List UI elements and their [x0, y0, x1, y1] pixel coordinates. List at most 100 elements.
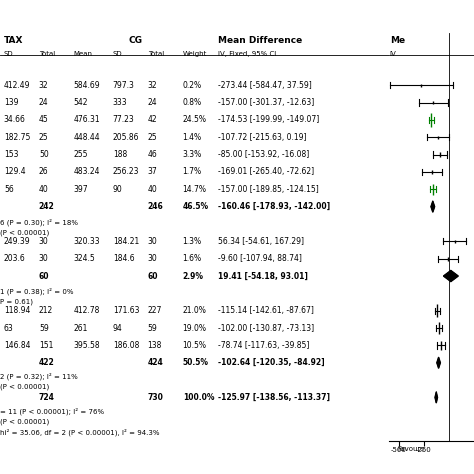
Text: 138: 138 — [148, 341, 162, 350]
Text: 34.66: 34.66 — [4, 115, 26, 124]
Text: TAX: TAX — [4, 36, 23, 45]
Text: 1.7%: 1.7% — [182, 167, 202, 176]
Text: 2.9%: 2.9% — [182, 272, 204, 281]
Text: 25: 25 — [148, 133, 157, 142]
Text: -9.60 [-107.94, 88.74]: -9.60 [-107.94, 88.74] — [218, 254, 301, 263]
Text: 424: 424 — [148, 358, 164, 367]
Text: 205.86: 205.86 — [113, 133, 139, 142]
Polygon shape — [435, 392, 438, 403]
Text: 3.3%: 3.3% — [182, 150, 202, 159]
Text: 397: 397 — [74, 185, 89, 194]
Text: Mean Difference: Mean Difference — [218, 36, 302, 45]
Text: 46: 46 — [148, 150, 157, 159]
Text: -160.46 [-178.93, -142.00]: -160.46 [-178.93, -142.00] — [218, 202, 330, 211]
Text: 0.2%: 0.2% — [182, 81, 202, 90]
Text: 483.24: 483.24 — [74, 167, 100, 176]
Text: 542: 542 — [74, 98, 88, 107]
Text: 182.75: 182.75 — [4, 133, 30, 142]
Text: 59: 59 — [39, 324, 49, 333]
Text: 94: 94 — [113, 324, 122, 333]
Text: 139: 139 — [4, 98, 18, 107]
Text: Total: Total — [148, 51, 164, 56]
Text: 42: 42 — [148, 115, 157, 124]
Text: 24: 24 — [39, 98, 48, 107]
Text: 40: 40 — [39, 185, 49, 194]
Text: hi² = 35.06, df = 2 (P < 0.00001), I² = 94.3%: hi² = 35.06, df = 2 (P < 0.00001), I² = … — [0, 428, 159, 436]
Text: -157.00 [-301.37, -12.63]: -157.00 [-301.37, -12.63] — [218, 98, 314, 107]
Text: 261: 261 — [74, 324, 88, 333]
Text: -273.44 [-584.47, 37.59]: -273.44 [-584.47, 37.59] — [218, 81, 311, 90]
Text: 24.5%: 24.5% — [182, 115, 207, 124]
Text: 46.5%: 46.5% — [182, 202, 209, 211]
Text: 90: 90 — [113, 185, 122, 194]
Text: 584.69: 584.69 — [74, 81, 100, 90]
Text: Me: Me — [390, 36, 405, 45]
Text: 203.6: 203.6 — [4, 254, 26, 263]
Text: 40: 40 — [148, 185, 157, 194]
Polygon shape — [437, 357, 440, 368]
Text: 129.4: 129.4 — [4, 167, 26, 176]
Text: 6 (P = 0.30); I² = 18%: 6 (P = 0.30); I² = 18% — [0, 219, 78, 226]
Text: 153: 153 — [4, 150, 18, 159]
Text: SD: SD — [4, 51, 14, 56]
Text: 118.94: 118.94 — [4, 306, 30, 315]
Text: 32: 32 — [39, 81, 48, 90]
Text: Weight: Weight — [182, 51, 207, 56]
Text: 56.34 [-54.61, 167.29]: 56.34 [-54.61, 167.29] — [218, 237, 304, 246]
Text: 227: 227 — [148, 306, 162, 315]
Text: 37: 37 — [148, 167, 157, 176]
Text: -157.00 [-189.85, -124.15]: -157.00 [-189.85, -124.15] — [218, 185, 319, 194]
Text: = 11 (P < 0.00001); I² = 76%: = 11 (P < 0.00001); I² = 76% — [0, 408, 104, 415]
Text: 256.23: 256.23 — [113, 167, 139, 176]
Text: 1.6%: 1.6% — [182, 254, 202, 263]
Text: 50: 50 — [39, 150, 49, 159]
Text: 21.0%: 21.0% — [182, 306, 207, 315]
Text: 1.3%: 1.3% — [182, 237, 202, 246]
Text: 184.6: 184.6 — [113, 254, 134, 263]
Text: 30: 30 — [148, 237, 157, 246]
Text: 30: 30 — [39, 254, 49, 263]
Text: -107.72 [-215.63, 0.19]: -107.72 [-215.63, 0.19] — [218, 133, 306, 142]
Text: 184.21: 184.21 — [113, 237, 139, 246]
Text: -102.00 [-130.87, -73.13]: -102.00 [-130.87, -73.13] — [218, 324, 314, 333]
Text: Mean: Mean — [74, 51, 93, 56]
Text: 412.49: 412.49 — [4, 81, 30, 90]
Text: -174.53 [-199.99, -149.07]: -174.53 [-199.99, -149.07] — [218, 115, 319, 124]
Text: -102.64 [-120.35, -84.92]: -102.64 [-120.35, -84.92] — [218, 358, 324, 367]
Text: 19.0%: 19.0% — [182, 324, 207, 333]
Text: 25: 25 — [39, 133, 48, 142]
Text: 45: 45 — [39, 115, 49, 124]
Text: 333: 333 — [113, 98, 128, 107]
Text: 730: 730 — [148, 393, 164, 402]
Text: -169.01 [-265.40, -72.62]: -169.01 [-265.40, -72.62] — [218, 167, 314, 176]
Text: 14.7%: 14.7% — [182, 185, 207, 194]
Text: 171.63: 171.63 — [113, 306, 139, 315]
Text: 10.5%: 10.5% — [182, 341, 207, 350]
Text: 212: 212 — [39, 306, 53, 315]
Text: IV: IV — [390, 51, 396, 56]
Text: Favours: Favours — [398, 446, 425, 452]
Text: 395.58: 395.58 — [74, 341, 100, 350]
Text: 24: 24 — [148, 98, 157, 107]
Polygon shape — [444, 271, 458, 282]
Text: 19.41 [-54.18, 93.01]: 19.41 [-54.18, 93.01] — [218, 272, 308, 281]
Text: 255: 255 — [74, 150, 88, 159]
Text: 2 (P = 0.32); I² = 11%: 2 (P = 0.32); I² = 11% — [0, 373, 78, 381]
Text: 60: 60 — [148, 272, 158, 281]
Text: 448.44: 448.44 — [74, 133, 100, 142]
Text: 1.4%: 1.4% — [182, 133, 202, 142]
Text: 100.0%: 100.0% — [182, 393, 214, 402]
Text: P = 0.61): P = 0.61) — [0, 299, 33, 305]
Text: IV, Fixed, 95% CI: IV, Fixed, 95% CI — [218, 51, 276, 56]
Text: (P < 0.00001): (P < 0.00001) — [0, 229, 49, 236]
Text: 59: 59 — [148, 324, 157, 333]
Text: (P < 0.00001): (P < 0.00001) — [0, 384, 49, 390]
Text: -78.74 [-117.63, -39.85]: -78.74 [-117.63, -39.85] — [218, 341, 309, 350]
Text: (P < 0.00001): (P < 0.00001) — [0, 419, 49, 425]
Text: 412.78: 412.78 — [74, 306, 100, 315]
Text: 186.08: 186.08 — [113, 341, 139, 350]
Text: 63: 63 — [4, 324, 14, 333]
Text: 724: 724 — [39, 393, 55, 402]
Text: 324.5: 324.5 — [74, 254, 96, 263]
Text: 30: 30 — [39, 237, 49, 246]
